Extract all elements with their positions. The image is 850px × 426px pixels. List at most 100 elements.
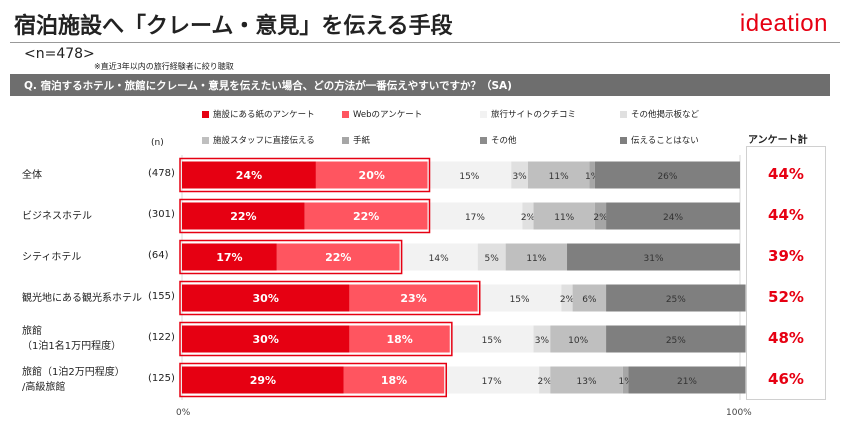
data-label: 24% [236,169,262,182]
survey-total-highlight [179,321,453,357]
survey-total-highlight [179,280,481,316]
data-label: 3% [512,172,527,182]
legend-label: 手紙 [353,136,371,146]
row-n: (301) [148,209,175,220]
bar-segment [533,325,551,353]
legend-item: 旅行サイトのクチコミ [480,108,576,120]
x-tick-label-max: 100% [726,408,752,418]
survey-total-highlight [179,157,431,193]
data-label: 23% [400,292,426,305]
row-label: 旅館 （1泊1名1万円程度） [22,326,122,352]
data-label: 22% [325,251,351,264]
data-label: 5% [485,254,500,264]
bar-segment [622,366,629,394]
bar-segment [182,325,350,353]
question-bar [10,74,830,96]
row-n: (125) [148,373,175,384]
bar-segment [606,284,746,312]
bar-segment [182,366,344,394]
bar-segment [182,284,350,312]
survey-total-value: 46% [768,370,804,388]
bar-segment [427,161,512,189]
legend-swatch [480,137,487,144]
bar-segment [505,243,568,271]
data-label: 17% [465,213,485,223]
data-label: 17% [216,251,242,264]
data-label: 17% [482,377,502,387]
row-n: (64) [148,250,169,261]
legend-item: 施設スタッフに直接伝える [202,134,315,146]
legend-swatch [620,137,627,144]
total-column-box [746,146,826,400]
row-n: (478) [148,168,175,179]
bar-segment [628,366,746,394]
legend-swatch [620,111,627,118]
data-label: 1% [618,377,633,387]
sample-size: <n=478> [24,46,95,62]
bar-segment [349,325,450,353]
bar-segment [511,161,528,189]
ideation-logo: ideation [739,10,828,37]
data-label: 10% [568,336,588,346]
data-label: 18% [386,333,412,346]
bar-segment [449,325,534,353]
legend-label: 伝えることはない [631,136,699,146]
bar-segment [522,202,534,230]
data-label: 25% [666,336,686,346]
row-label: 全体 [22,169,42,181]
legend-item: その他掲示板など [620,108,699,120]
legend-label: その他 [491,136,517,146]
legend-item: 手紙 [342,134,370,146]
legend-label: 施設にある紙のアンケート [213,110,315,120]
legend-item: Webのアンケート [342,108,422,120]
bar-segment [539,366,551,394]
survey-total-value: 52% [768,288,804,306]
data-label: 2% [560,295,575,305]
survey-total-value: 39% [768,247,804,265]
page-title: 宿泊施設へ「クレーム・意見」を伝える手段 [14,14,453,39]
bar-segment [572,284,607,312]
bar-segment [561,284,573,312]
data-label: 30% [253,333,279,346]
data-label: 1% [585,172,600,182]
legend-swatch [202,111,209,118]
row-label: 観光地にある観光系ホテル [22,292,142,304]
legend-swatch [342,111,349,118]
data-label: 20% [359,169,385,182]
row-label: シティホテル [22,251,82,263]
bar-segment [182,202,305,230]
bar-segment [343,366,445,394]
legend-item: その他 [480,134,517,146]
x-tick-label-min: 0% [176,408,191,418]
data-label: 11% [549,172,569,182]
survey-total-value: 48% [768,329,804,347]
data-label: 14% [429,254,449,264]
row-n: (122) [148,332,175,343]
bar-segment [594,202,607,230]
survey-total-value: 44% [768,165,804,183]
data-label: 2% [521,213,536,223]
bar-segment [349,284,478,312]
bar-segment [606,202,740,230]
survey-total-value: 44% [768,206,804,224]
bar-segment [444,366,540,394]
bar-segment [276,243,400,271]
bar-segment [427,202,523,230]
n-header: (n) [151,138,164,148]
data-label: 2% [593,213,608,223]
total-header: アンケート計 [748,135,808,146]
data-label: 18% [381,374,407,387]
data-label: 11% [526,254,546,264]
data-label: 29% [250,374,276,387]
data-label: 22% [353,210,379,223]
data-label: 13% [577,377,597,387]
data-label: 6% [582,295,597,305]
survey-total-highlight [179,362,448,398]
legend-swatch [480,111,487,118]
bar-segment [606,325,746,353]
legend-swatch [342,137,349,144]
bar-segment [527,161,590,189]
legend-swatch [202,137,209,144]
bar-segment [550,366,623,394]
